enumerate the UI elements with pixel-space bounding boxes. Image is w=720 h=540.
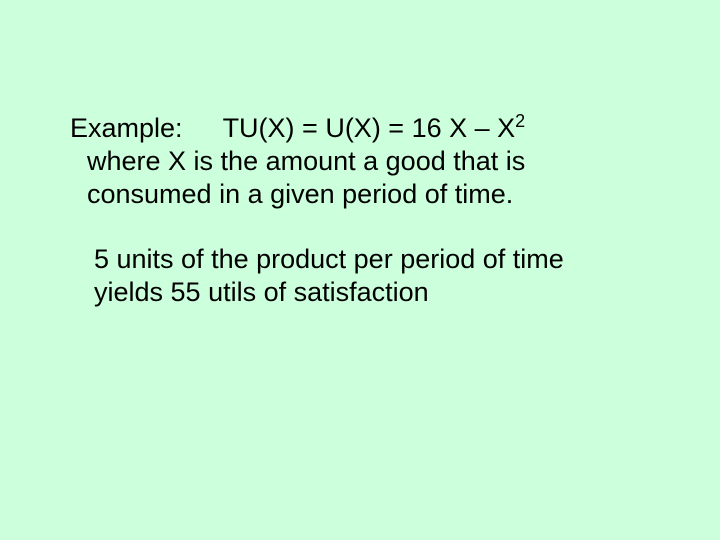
paragraph-example: Example: TU(X) = U(X) = 16 X – X2 where X…	[70, 112, 650, 211]
slide-container: Example: TU(X) = U(X) = 16 X – X2 where X…	[0, 0, 720, 540]
result-line-1: 5 units of the product per period of tim…	[94, 244, 564, 274]
example-line-3: consumed in a given period of time.	[70, 178, 650, 211]
result-line-2: yields 55 utils of satisfaction	[94, 277, 429, 307]
example-label: Example:	[70, 113, 183, 143]
example-line-2: where X is the amount a good that is	[70, 145, 650, 178]
paragraph-result: 5 units of the product per period of tim…	[70, 243, 650, 309]
equation-text: TU(X) = U(X) = 16 X – X	[223, 113, 516, 143]
exponent: 2	[515, 111, 525, 131]
example-line-1: Example: TU(X) = U(X) = 16 X – X2	[70, 112, 650, 145]
